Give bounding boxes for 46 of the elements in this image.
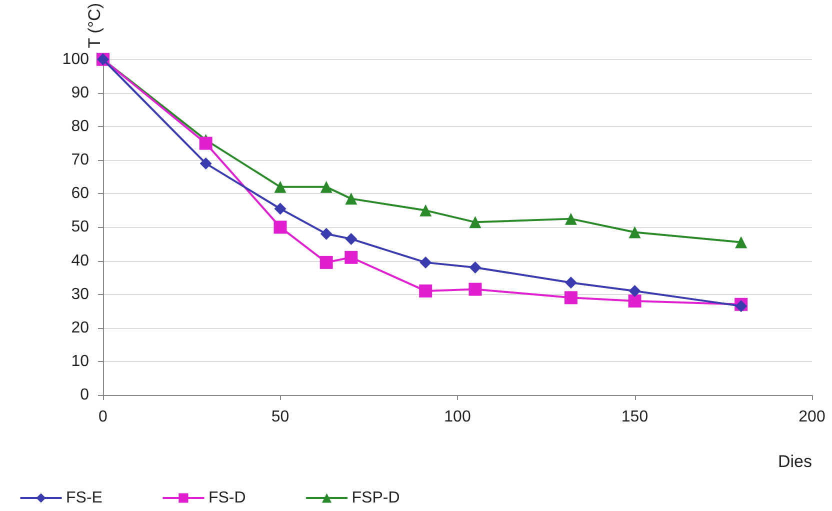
y-tick-label: 0 xyxy=(80,386,90,404)
point xyxy=(274,202,286,215)
point xyxy=(735,236,748,248)
point xyxy=(420,256,432,268)
x-tick-label: 100 xyxy=(444,408,471,426)
x-tick-label: 0 xyxy=(98,408,108,426)
y-tick-label: 10 xyxy=(71,352,90,370)
point xyxy=(345,192,358,205)
point xyxy=(419,284,432,298)
point xyxy=(628,284,641,297)
y-tick-label: 80 xyxy=(71,118,90,136)
point xyxy=(564,212,577,225)
x-tick-label: 200 xyxy=(798,408,826,426)
point xyxy=(344,250,358,264)
legend-label: FS-D xyxy=(208,490,246,506)
legend-label: FSP-D xyxy=(352,490,400,506)
point xyxy=(320,256,333,269)
point xyxy=(628,226,641,238)
point xyxy=(564,291,578,304)
y-tick-label: 70 xyxy=(71,152,90,169)
point xyxy=(320,228,332,240)
y-tick-label: 30 xyxy=(71,286,90,303)
point xyxy=(320,180,332,193)
point xyxy=(564,276,577,289)
y-tick-label: 100 xyxy=(62,50,90,68)
point xyxy=(200,157,212,170)
y-tick-label: 40 xyxy=(71,252,90,270)
point xyxy=(469,261,482,274)
point xyxy=(199,136,212,150)
y-tick-label: 50 xyxy=(71,218,90,236)
y-tick-label: 90 xyxy=(71,84,90,102)
point xyxy=(274,180,286,193)
y-tick-label: 60 xyxy=(71,185,90,202)
legend-label: FS-E xyxy=(66,490,102,506)
x-axis-title: Dies xyxy=(778,452,812,471)
point xyxy=(735,300,748,312)
point xyxy=(420,204,432,216)
point xyxy=(345,232,358,245)
point xyxy=(274,220,287,234)
x-tick-label: 150 xyxy=(621,408,648,426)
point xyxy=(628,294,642,308)
x-tick-label: 50 xyxy=(271,408,290,426)
y-axis-title: T (°C) xyxy=(85,3,104,48)
point xyxy=(469,216,482,228)
y-tick-label: 20 xyxy=(71,319,90,336)
point xyxy=(468,282,482,296)
